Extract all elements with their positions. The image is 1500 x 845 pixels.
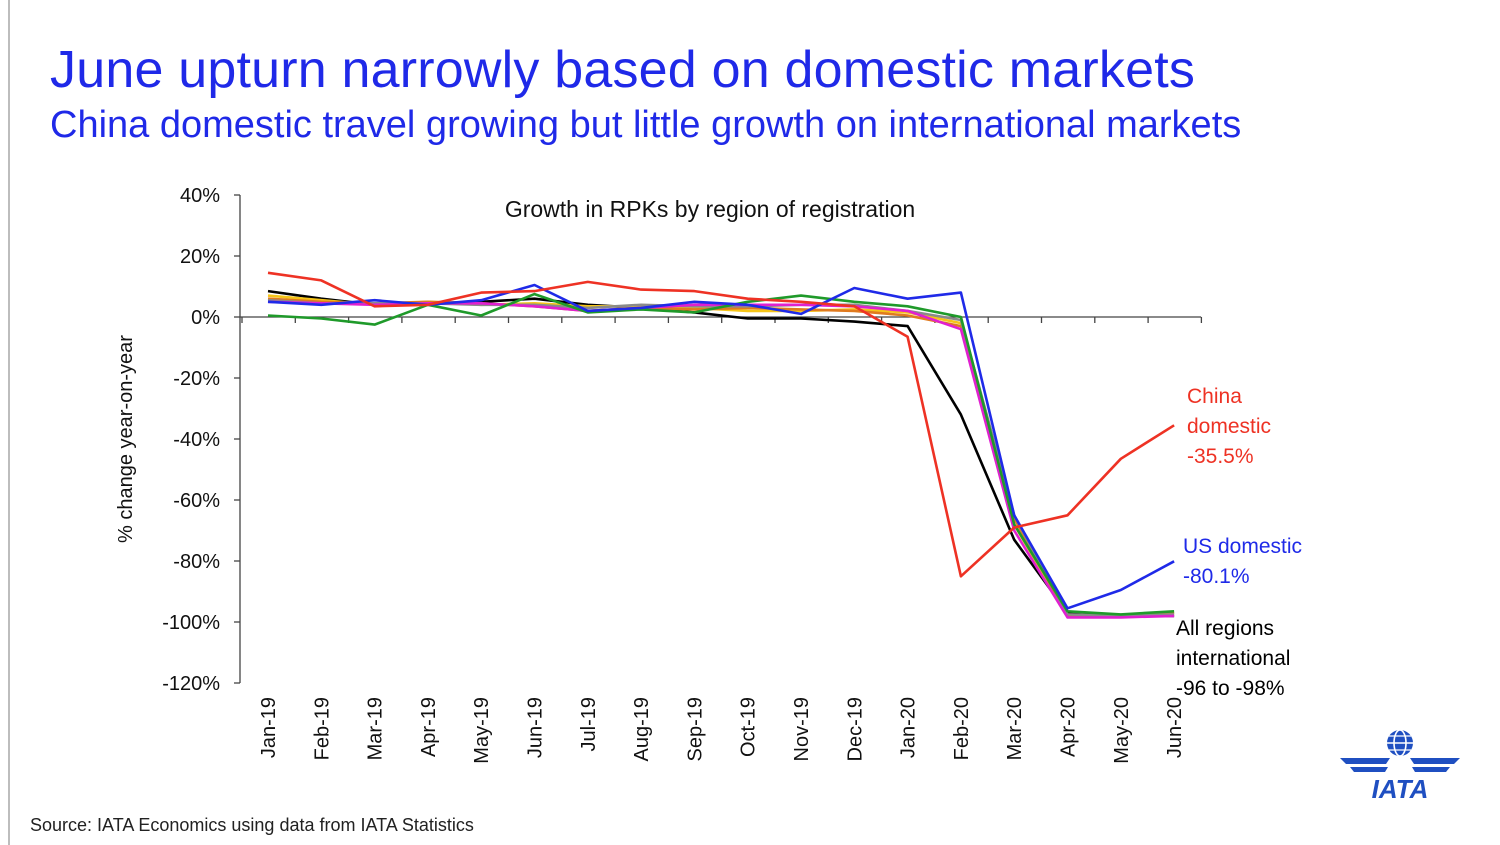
iata-logo: IATA <box>1340 729 1460 803</box>
globe-icon <box>1387 729 1413 757</box>
annotation-label: international <box>1176 647 1290 670</box>
annotation-label: All regions <box>1176 617 1274 640</box>
chart-title: Growth in RPKs by region of registration <box>505 196 915 222</box>
y-tick-label: -120% <box>162 673 220 695</box>
annotation-label: China <box>1187 385 1242 408</box>
x-tick-label: Apr-19 <box>418 697 440 757</box>
x-tick-label: Jun-19 <box>525 697 547 758</box>
y-tick-label: -100% <box>162 612 220 634</box>
x-tick-label: May-20 <box>1111 697 1133 764</box>
left-border-rule <box>8 0 10 845</box>
x-tick-label: Oct-19 <box>738 697 760 757</box>
x-tick-label: Dec-19 <box>844 697 866 761</box>
x-tick-label: Apr-20 <box>1058 697 1080 757</box>
x-tick-label: Sep-19 <box>684 697 706 762</box>
page-title: June upturn narrowly based on domestic m… <box>50 41 1196 99</box>
logo-text: IATA <box>1372 774 1429 803</box>
page-subtitle: China domestic travel growing but little… <box>50 104 1242 146</box>
x-tick-label: Mar-20 <box>1004 697 1026 760</box>
x-tick-label: Jul-19 <box>578 697 600 751</box>
annotation-label: domestic <box>1187 415 1271 438</box>
annotation-label: US domestic <box>1183 535 1302 558</box>
y-axis-title: % change year-on-year <box>115 335 137 543</box>
annotation-label: -80.1% <box>1183 565 1250 588</box>
series-line-series-6 <box>267 292 1175 616</box>
x-tick-label: Nov-19 <box>791 697 813 761</box>
x-tick-label: Jan-20 <box>898 697 920 758</box>
series-line-series-5 <box>267 300 1175 619</box>
y-tick-label: -40% <box>173 429 220 451</box>
x-tick-label: Jan-19 <box>258 697 280 758</box>
x-tick-label: Mar-19 <box>365 697 387 760</box>
wings-icon <box>1340 758 1460 772</box>
x-tick-label: Jun-20 <box>1164 697 1186 758</box>
y-tick-label: -80% <box>173 551 220 573</box>
annotation-label: -35.5% <box>1187 445 1254 468</box>
source-note: Source: IATA Economics using data from I… <box>30 815 474 835</box>
y-tick-label: 20% <box>180 246 220 268</box>
annotation-label: -96 to -98% <box>1176 677 1285 700</box>
x-tick-label: Feb-20 <box>951 697 973 760</box>
y-tick-label: -60% <box>173 490 220 512</box>
y-tick-label: 40% <box>180 185 220 207</box>
x-tick-label: Feb-19 <box>311 697 333 760</box>
x-tick-label: Aug-19 <box>631 697 653 762</box>
y-tick-label: -20% <box>173 368 220 390</box>
series-line-china-domestic <box>267 271 1175 578</box>
y-tick-label: 0% <box>191 307 220 329</box>
x-tick-label: May-19 <box>471 697 493 764</box>
